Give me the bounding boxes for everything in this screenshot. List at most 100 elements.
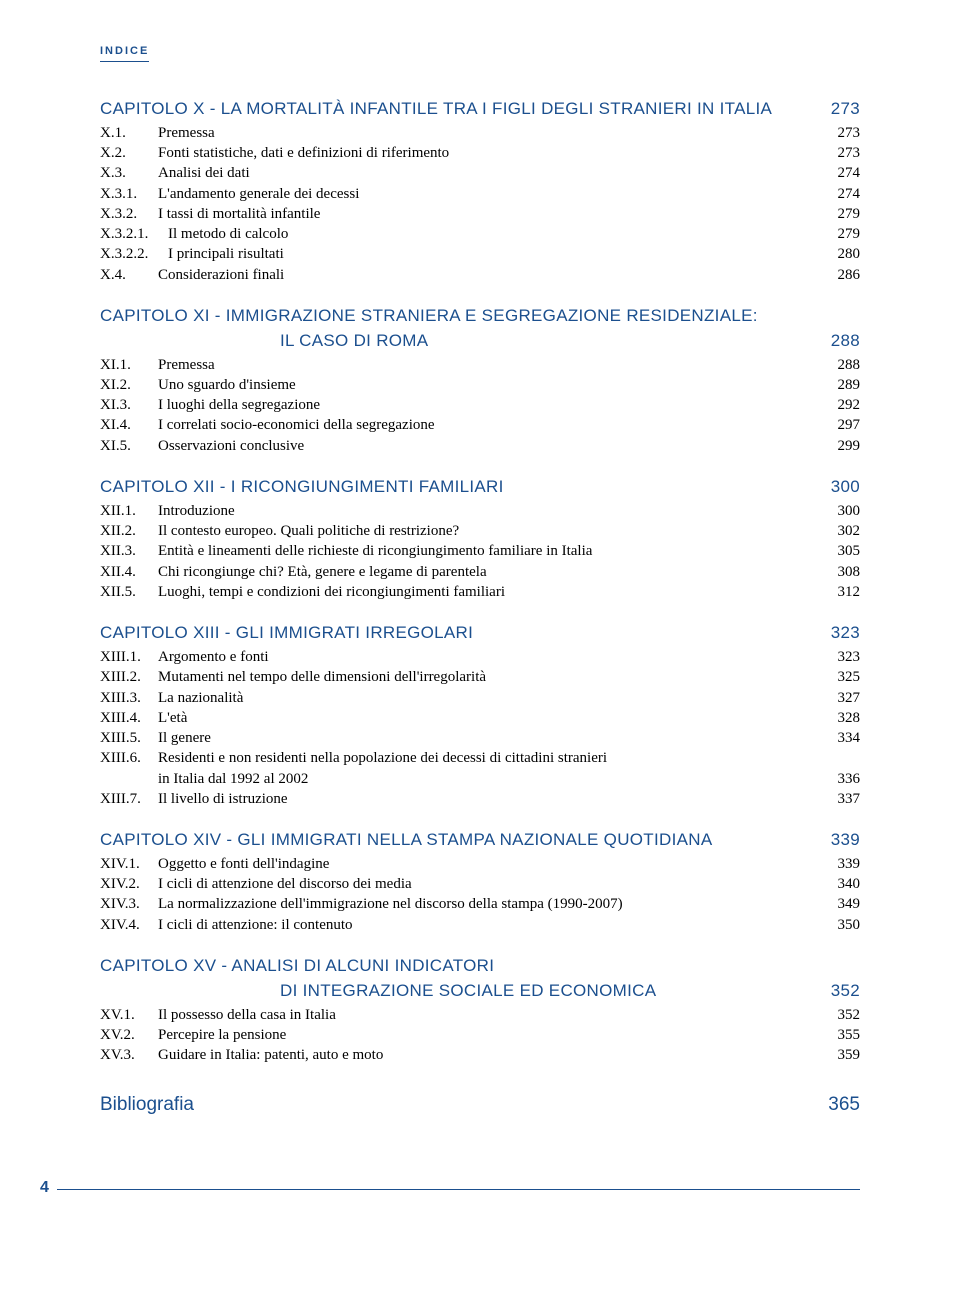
page-number: 4 (32, 1177, 57, 1199)
chapter-title-text: CAPITOLO XII - I RICONGIUNGIMENTI FAMILI… (100, 476, 810, 499)
toc-entry-key: XIII.7. (100, 789, 158, 809)
chapter-subtitle-text: DI INTEGRAZIONE SOCIALE ED ECONOMICA (100, 980, 810, 1003)
toc-entry-key: XI.4. (100, 415, 158, 435)
toc-entry-page: 327 (810, 688, 860, 708)
toc-entry-key: XIV.3. (100, 894, 158, 914)
toc-entry-page: 274 (810, 163, 860, 183)
chapter-title-page: 323 (810, 622, 860, 645)
toc-entry-label: I tassi di mortalità infantile (158, 204, 810, 224)
toc-entry: XIV.3.La normalizzazione dell'immigrazio… (100, 894, 860, 914)
chapter-title-text: CAPITOLO XV - ANALISI DI ALCUNI INDICATO… (100, 955, 860, 978)
toc-entry-key: X.4. (100, 265, 158, 285)
bibliography-label: Bibliografia (100, 1092, 810, 1118)
chapter-title-text: CAPITOLO XI - IMMIGRAZIONE STRANIERA E S… (100, 305, 860, 328)
toc-entry: XIII.5.Il genere334 (100, 728, 860, 748)
chapter-title: CAPITOLO XI - IMMIGRAZIONE STRANIERA E S… (100, 305, 860, 328)
toc-entry: XV.3.Guidare in Italia: patenti, auto e … (100, 1045, 860, 1065)
toc-entry-label: L'andamento generale dei decessi (158, 184, 810, 204)
toc-entry-key: X.3.1. (100, 184, 158, 204)
toc-entry-key: XIII.2. (100, 667, 158, 687)
toc-entry-label: Oggetto e fonti dell'indagine (158, 854, 810, 874)
chapter-title: CAPITOLO XV - ANALISI DI ALCUNI INDICATO… (100, 955, 860, 978)
toc-entry-label: Premessa (158, 355, 810, 375)
toc-entry: XII.4.Chi ricongiunge chi? Età, genere e… (100, 562, 860, 582)
toc-entry-label: Entità e lineamenti delle richieste di r… (158, 541, 810, 561)
toc-entry-page: 292 (810, 395, 860, 415)
toc-entry-cont-page: 336 (810, 769, 860, 789)
toc-entry-key: XII.5. (100, 582, 158, 602)
toc-entry-page: 337 (810, 789, 860, 809)
toc-entry-label: Considerazioni finali (158, 265, 810, 285)
toc-entry-page: 349 (810, 894, 860, 914)
toc-entry-label: Fonti statistiche, dati e definizioni di… (158, 143, 810, 163)
toc-entry-page: 334 (810, 728, 860, 748)
toc-entry-label: Percepire la pensione (158, 1025, 810, 1045)
footer-bar: 4 (100, 1177, 860, 1207)
footer-rule (40, 1189, 860, 1190)
toc-entry-label: Analisi dei dati (158, 163, 810, 183)
toc-entry: XI.4.I correlati socio-economici della s… (100, 415, 860, 435)
toc-entry-label: Mutamenti nel tempo delle dimensioni del… (158, 667, 810, 687)
toc-entry-label: Guidare in Italia: patenti, auto e moto (158, 1045, 810, 1065)
toc-entry-page: 355 (810, 1025, 860, 1045)
chapter-title-text: CAPITOLO XIV - GLI IMMIGRATI NELLA STAMP… (100, 829, 810, 852)
toc-entry-label: Residenti e non residenti nella popolazi… (158, 748, 810, 768)
toc-entry-key: XV.1. (100, 1005, 158, 1025)
toc-entry: XIV.2.I cicli di attenzione del discorso… (100, 874, 860, 894)
toc-entry-page: 300 (810, 501, 860, 521)
chapter-title-text: CAPITOLO XIII - GLI IMMIGRATI IRREGOLARI (100, 622, 810, 645)
toc-entry: XII.1.Introduzione300 (100, 501, 860, 521)
toc-entry: XI.1.Premessa288 (100, 355, 860, 375)
toc-entry-label: Luoghi, tempi e condizioni dei ricongiun… (158, 582, 810, 602)
toc-entry-key: X.3.2. (100, 204, 158, 224)
toc-entry-key: X.1. (100, 123, 158, 143)
chapter-title-sub: IL CASO DI ROMA288 (100, 330, 860, 353)
toc-entry-key: XI.2. (100, 375, 158, 395)
toc-entry-continuation: in Italia dal 1992 al 2002336 (100, 769, 860, 789)
toc-entry-key: XIII.5. (100, 728, 158, 748)
toc-entry-page: 288 (810, 355, 860, 375)
toc-entry: XIII.3.La nazionalità327 (100, 688, 860, 708)
toc-entry-page: 286 (810, 265, 860, 285)
toc-entry-label: I principali risultati (168, 244, 810, 264)
toc-entry: XII.2.Il contesto europeo. Quali politic… (100, 521, 860, 541)
toc-entry-page: 350 (810, 915, 860, 935)
toc-entry-key: XIV.4. (100, 915, 158, 935)
toc-entry-page: 279 (810, 204, 860, 224)
toc-entry: X.3.2.I tassi di mortalità infantile279 (100, 204, 860, 224)
toc-entry-label: Il contesto europeo. Quali politiche di … (158, 521, 810, 541)
toc-entry: XIV.1.Oggetto e fonti dell'indagine339 (100, 854, 860, 874)
toc-entry-key: XI.3. (100, 395, 158, 415)
toc-entry-key: XIII.6. (100, 748, 158, 768)
toc-entry-cont-label: in Italia dal 1992 al 2002 (100, 769, 810, 789)
toc-entry-key: XV.3. (100, 1045, 158, 1065)
toc-entry-page: 280 (810, 244, 860, 264)
toc-entry-page: 305 (810, 541, 860, 561)
toc-entry-key: X.3. (100, 163, 158, 183)
toc-entry-page: 274 (810, 184, 860, 204)
toc-entry-page: 352 (810, 1005, 860, 1025)
toc-entry: X.3.2.1.Il metodo di calcolo279 (100, 224, 860, 244)
chapter-title: CAPITOLO X - LA MORTALITÀ INFANTILE TRA … (100, 98, 860, 121)
toc-entry: XIII.6.Residenti e non residenti nella p… (100, 748, 860, 768)
toc-entry: XIII.7.Il livello di istruzione337 (100, 789, 860, 809)
toc-entry-label: Il possesso della casa in Italia (158, 1005, 810, 1025)
toc-entry-label: I luoghi della segregazione (158, 395, 810, 415)
toc-entry-key: XV.2. (100, 1025, 158, 1045)
toc-entry-label: Introduzione (158, 501, 810, 521)
toc-entry-key: XII.3. (100, 541, 158, 561)
toc-entry-key: X.3.2.1. (100, 224, 168, 244)
toc-entry: XI.3.I luoghi della segregazione292 (100, 395, 860, 415)
toc-entry: XI.5.Osservazioni conclusive299 (100, 436, 860, 456)
toc-entry-label: Osservazioni conclusive (158, 436, 810, 456)
toc-entry-page: 328 (810, 708, 860, 728)
toc-entry-key: XIII.3. (100, 688, 158, 708)
toc-entry: XI.2.Uno sguardo d'insieme289 (100, 375, 860, 395)
toc-entry-key: XIV.2. (100, 874, 158, 894)
toc-entry: XIII.1.Argomento e fonti323 (100, 647, 860, 667)
toc-entry: XV.2.Percepire la pensione355 (100, 1025, 860, 1045)
toc-entry-label: Il metodo di calcolo (168, 224, 810, 244)
toc-entry-label: I correlati socio-economici della segreg… (158, 415, 810, 435)
toc-entry-key: X.3.2.2. (100, 244, 168, 264)
toc-entry: XIII.2.Mutamenti nel tempo delle dimensi… (100, 667, 860, 687)
